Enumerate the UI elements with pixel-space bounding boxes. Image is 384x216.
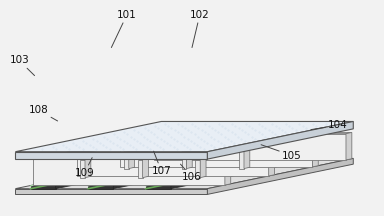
Polygon shape [239, 149, 250, 151]
Polygon shape [217, 138, 271, 145]
Polygon shape [207, 121, 353, 159]
Polygon shape [113, 156, 259, 189]
Polygon shape [101, 138, 156, 145]
Polygon shape [33, 157, 231, 159]
Polygon shape [159, 138, 214, 145]
Polygon shape [33, 159, 225, 185]
Polygon shape [239, 151, 244, 168]
Polygon shape [31, 156, 202, 186]
Polygon shape [15, 189, 207, 194]
Polygon shape [56, 156, 202, 189]
Polygon shape [171, 148, 226, 154]
Polygon shape [182, 149, 192, 151]
Polygon shape [138, 160, 142, 178]
Polygon shape [313, 139, 318, 167]
Polygon shape [154, 134, 346, 160]
Polygon shape [225, 157, 231, 185]
Polygon shape [77, 150, 269, 176]
Polygon shape [114, 148, 169, 154]
Polygon shape [56, 148, 111, 154]
Text: 106: 106 [180, 164, 202, 182]
Text: 109: 109 [74, 158, 94, 178]
Polygon shape [77, 148, 275, 150]
Polygon shape [171, 156, 317, 189]
Polygon shape [244, 149, 250, 168]
Polygon shape [124, 151, 129, 168]
Polygon shape [15, 121, 353, 152]
Polygon shape [88, 186, 113, 189]
Polygon shape [138, 158, 149, 160]
Text: 103: 103 [9, 56, 35, 76]
Text: 107: 107 [151, 151, 171, 176]
Polygon shape [207, 158, 353, 194]
Polygon shape [80, 160, 85, 178]
Polygon shape [124, 149, 135, 151]
Polygon shape [31, 186, 56, 189]
Polygon shape [195, 158, 206, 160]
Text: 104: 104 [311, 120, 348, 130]
Polygon shape [15, 152, 207, 159]
Polygon shape [80, 158, 91, 160]
Polygon shape [146, 156, 317, 186]
Text: 105: 105 [261, 145, 302, 160]
Text: 108: 108 [28, 105, 58, 121]
Polygon shape [144, 158, 319, 189]
Polygon shape [15, 158, 353, 189]
Polygon shape [121, 141, 313, 167]
Text: 101: 101 [111, 10, 137, 48]
Polygon shape [86, 158, 261, 189]
Polygon shape [154, 132, 352, 134]
Polygon shape [200, 158, 206, 178]
Polygon shape [195, 160, 200, 178]
Polygon shape [88, 156, 259, 186]
Polygon shape [85, 158, 91, 178]
Polygon shape [121, 139, 318, 141]
Polygon shape [29, 158, 204, 189]
Polygon shape [142, 158, 149, 178]
Polygon shape [182, 151, 186, 168]
Polygon shape [129, 149, 135, 168]
Text: 102: 102 [190, 10, 210, 48]
Polygon shape [146, 186, 171, 189]
Polygon shape [269, 148, 275, 176]
Polygon shape [346, 132, 352, 160]
Polygon shape [186, 149, 192, 168]
